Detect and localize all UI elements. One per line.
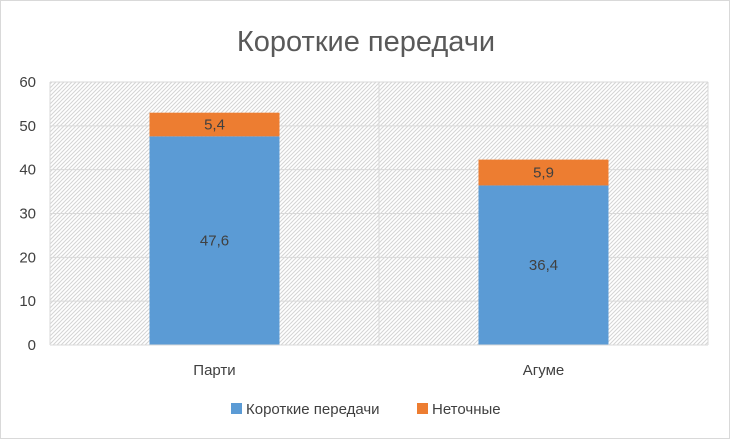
legend: Короткие передачи Неточные — [231, 401, 501, 418]
category-label: Агуме — [523, 362, 564, 379]
bar-segment — [478, 185, 609, 345]
legend-label: Неточные — [432, 401, 501, 418]
y-tick-label: 50 — [19, 118, 36, 135]
y-tick-label: 0 — [28, 337, 36, 354]
bar-segment — [149, 136, 280, 345]
plot-area: 0 10 20 30 40 50 60 47,6 5,4 Парти 36,4 5,9 Агуме — [19, 74, 709, 379]
y-tick-label: 10 — [19, 293, 36, 310]
y-tick-label: 60 — [19, 74, 36, 91]
y-tick-label: 20 — [19, 249, 36, 266]
data-label: 5,4 — [204, 117, 225, 134]
legend-swatch — [231, 403, 242, 414]
data-label: 5,9 — [533, 165, 554, 182]
bar-segment — [478, 159, 609, 186]
data-label: 47,6 — [200, 233, 229, 250]
data-label: 36,4 — [529, 257, 558, 274]
y-tick-label: 30 — [19, 206, 36, 223]
bar-segment — [149, 112, 280, 137]
category-label: Парти — [193, 362, 235, 379]
y-tick-label: 40 — [19, 162, 36, 179]
legend-swatch — [417, 403, 428, 414]
legend-label: Короткие передачи — [246, 401, 380, 418]
chart-title: Короткие передачи — [237, 26, 495, 58]
